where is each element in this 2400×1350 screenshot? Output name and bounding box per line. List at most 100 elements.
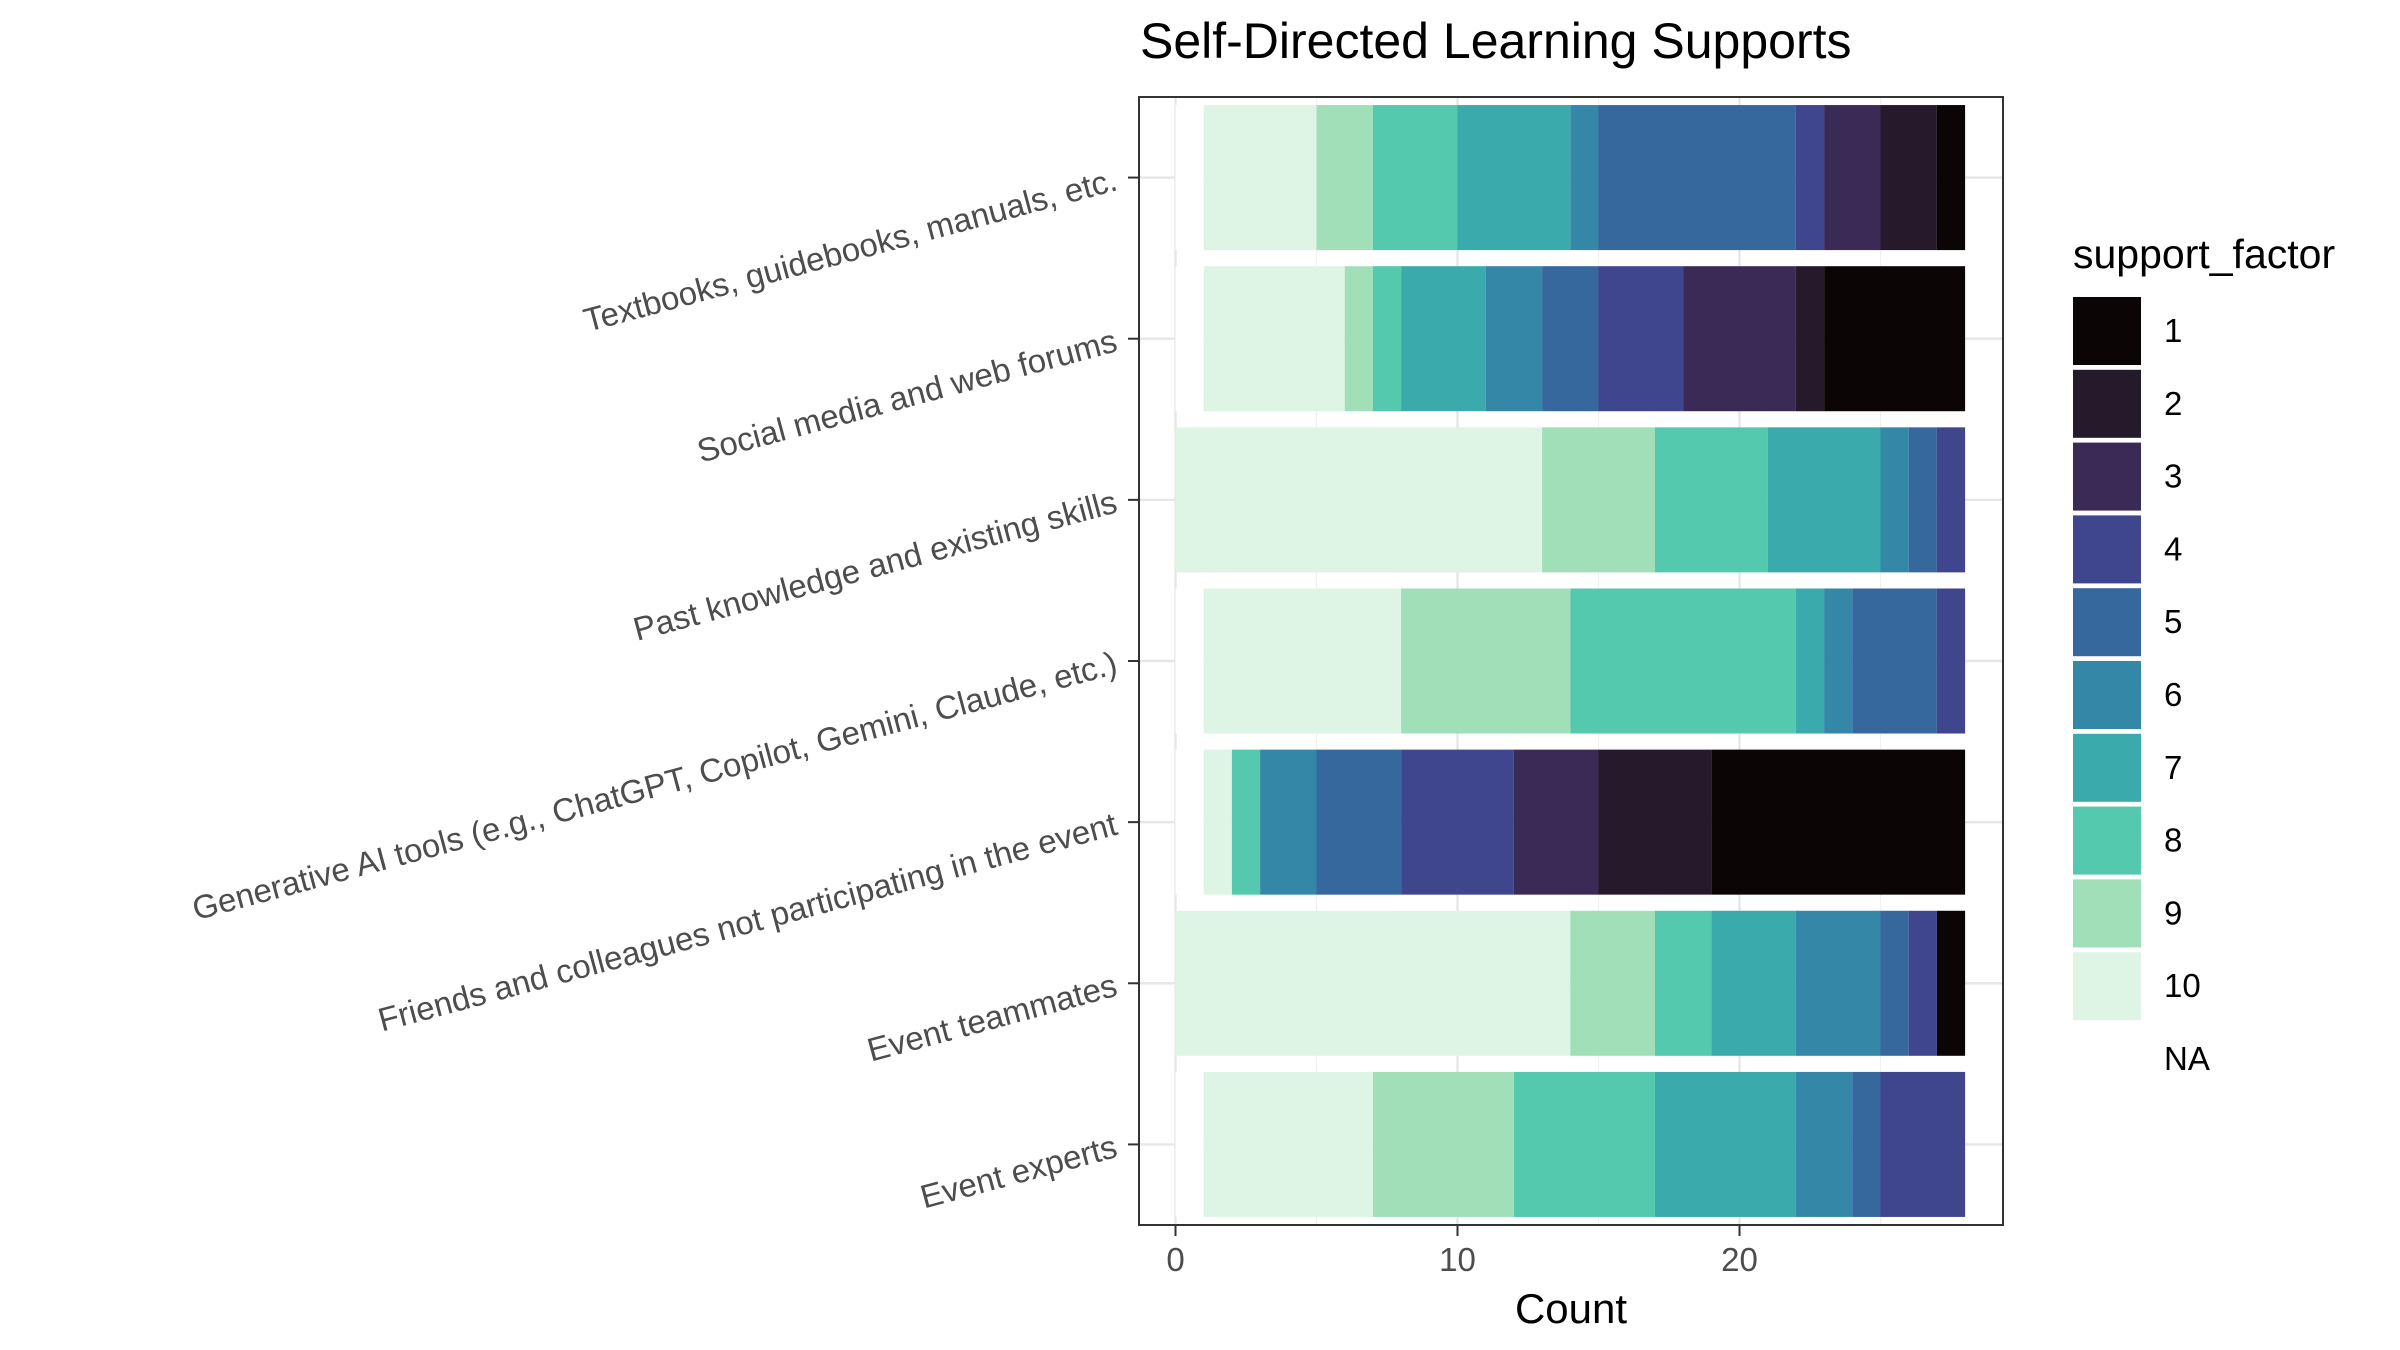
bars-layer — [1175, 105, 1966, 1217]
bar-segment — [1824, 588, 1853, 734]
bar-segment — [1795, 1071, 1853, 1217]
y-tick-label: Event teammates — [863, 966, 1121, 1068]
bar-segment — [1824, 266, 1966, 412]
legend-label: 1 — [2164, 312, 2182, 349]
x-tick-label: 10 — [1439, 1241, 1476, 1278]
bar-segment — [1654, 1071, 1796, 1217]
y-tick-label: Textbooks, guidebooks, manuals, etc. — [580, 161, 1121, 339]
bar-segment — [1795, 910, 1881, 1056]
bar-segment — [1401, 749, 1514, 895]
bar-segment — [1570, 588, 1796, 734]
bar-segment — [1936, 588, 1966, 734]
x-axis-title: Count — [1515, 1285, 1627, 1332]
legend-label: 4 — [2164, 530, 2182, 567]
legend-key — [2073, 297, 2141, 365]
legend-key — [2073, 515, 2141, 584]
bar-segment — [1203, 749, 1232, 895]
bar-segment — [1683, 266, 1796, 412]
bar-segment — [1570, 105, 1599, 251]
legend-label: 7 — [2164, 749, 2182, 786]
bar-segment — [1542, 266, 1599, 412]
bar-segment — [1513, 749, 1599, 895]
bar-segment — [1175, 105, 1204, 251]
bar-segment — [1372, 105, 1458, 251]
bar-segment — [1598, 105, 1796, 251]
legend-label: 6 — [2164, 676, 2182, 713]
legend-label: 8 — [2164, 822, 2182, 859]
bar-segment — [1372, 1071, 1514, 1217]
legend-key — [2073, 879, 2141, 948]
bar-segment — [1908, 427, 1937, 573]
bar-segment — [1598, 749, 1712, 895]
bar-segment — [1401, 266, 1486, 412]
legend-key — [2073, 661, 2141, 729]
bar-segment — [1598, 266, 1684, 412]
bar-segment — [1401, 588, 1571, 734]
y-tick-label: Event experts — [916, 1127, 1120, 1215]
x-tick-label: 0 — [1166, 1241, 1184, 1278]
bar-segment — [1880, 1071, 1966, 1217]
bar-segment — [1175, 427, 1543, 573]
bar-segment — [1203, 1071, 1373, 1217]
bar-segment — [1316, 749, 1402, 895]
bar-segment — [1908, 910, 1937, 1056]
bar-segment — [1654, 910, 1712, 1056]
x-axis: 0 10 20 — [1166, 1225, 1758, 1278]
bar-segment — [1880, 427, 1909, 573]
bar-segment — [1711, 910, 1796, 1056]
bar-segment — [1513, 1071, 1655, 1217]
legend-key — [2073, 1025, 2141, 1093]
bar-segment — [1936, 910, 1966, 1056]
legend-label: 2 — [2164, 385, 2182, 422]
bar-segment — [1936, 427, 1966, 573]
legend-key — [2073, 952, 2141, 1021]
bar-segment — [1344, 266, 1373, 412]
bar-segment — [1824, 105, 1881, 251]
legend-key — [2073, 806, 2141, 875]
bar-segment — [1880, 910, 1909, 1056]
bar-segment — [1372, 266, 1402, 412]
legend-key — [2073, 733, 2141, 802]
bar-segment — [1542, 427, 1655, 573]
y-axis: Textbooks, guidebooks, manuals, etc.Soci… — [188, 161, 1139, 1215]
bar-segment — [1767, 427, 1881, 573]
bar-segment — [1852, 588, 1937, 734]
legend-label: 9 — [2164, 894, 2182, 931]
bar-segment — [1175, 749, 1204, 895]
bar-segment — [1203, 266, 1345, 412]
bar-segment — [1852, 1071, 1881, 1217]
y-tick-label: Social media and web forums — [693, 322, 1121, 470]
legend-label: NA — [2164, 1040, 2210, 1077]
legend-title: support_factor — [2073, 231, 2335, 277]
bar-segment — [1203, 105, 1317, 251]
bar-segment — [1203, 588, 1402, 734]
bar-segment — [1711, 749, 1966, 895]
legend-label: 5 — [2164, 603, 2182, 640]
bar-segment — [1880, 105, 1937, 251]
bar-segment — [1654, 427, 1768, 573]
legend-key — [2073, 442, 2141, 511]
legend-key — [2073, 588, 2141, 657]
bar-segment — [1260, 749, 1317, 895]
legend-label: 10 — [2164, 967, 2201, 1004]
bar-segment — [1795, 266, 1825, 412]
bar-segment — [1175, 1071, 1204, 1217]
bar-segment — [1316, 105, 1373, 251]
legend-key — [2073, 369, 2141, 438]
bar-segment — [1175, 266, 1204, 412]
x-tick-label: 20 — [1721, 1241, 1758, 1278]
bar-segment — [1175, 588, 1204, 734]
bar-segment — [1175, 910, 1571, 1056]
y-tick-label: Generative AI tools (e.g., ChatGPT, Copi… — [188, 644, 1121, 927]
bar-segment — [1485, 266, 1543, 412]
legend-label: 3 — [2164, 458, 2182, 495]
y-tick-label: Past knowledge and existing skills — [629, 483, 1121, 648]
legend-items: 1 2 3 4 5 6 7 8 9 10 NA — [2073, 297, 2210, 1093]
bar-segment — [1570, 910, 1655, 1056]
bar-segment — [1936, 105, 1966, 251]
bar-segment — [1231, 749, 1261, 895]
bar-segment — [1457, 105, 1571, 251]
legend: support_factor 1 2 3 4 5 6 7 8 9 10 NA — [2073, 231, 2335, 1093]
chart-title: Self-Directed Learning Supports — [1140, 13, 1852, 69]
